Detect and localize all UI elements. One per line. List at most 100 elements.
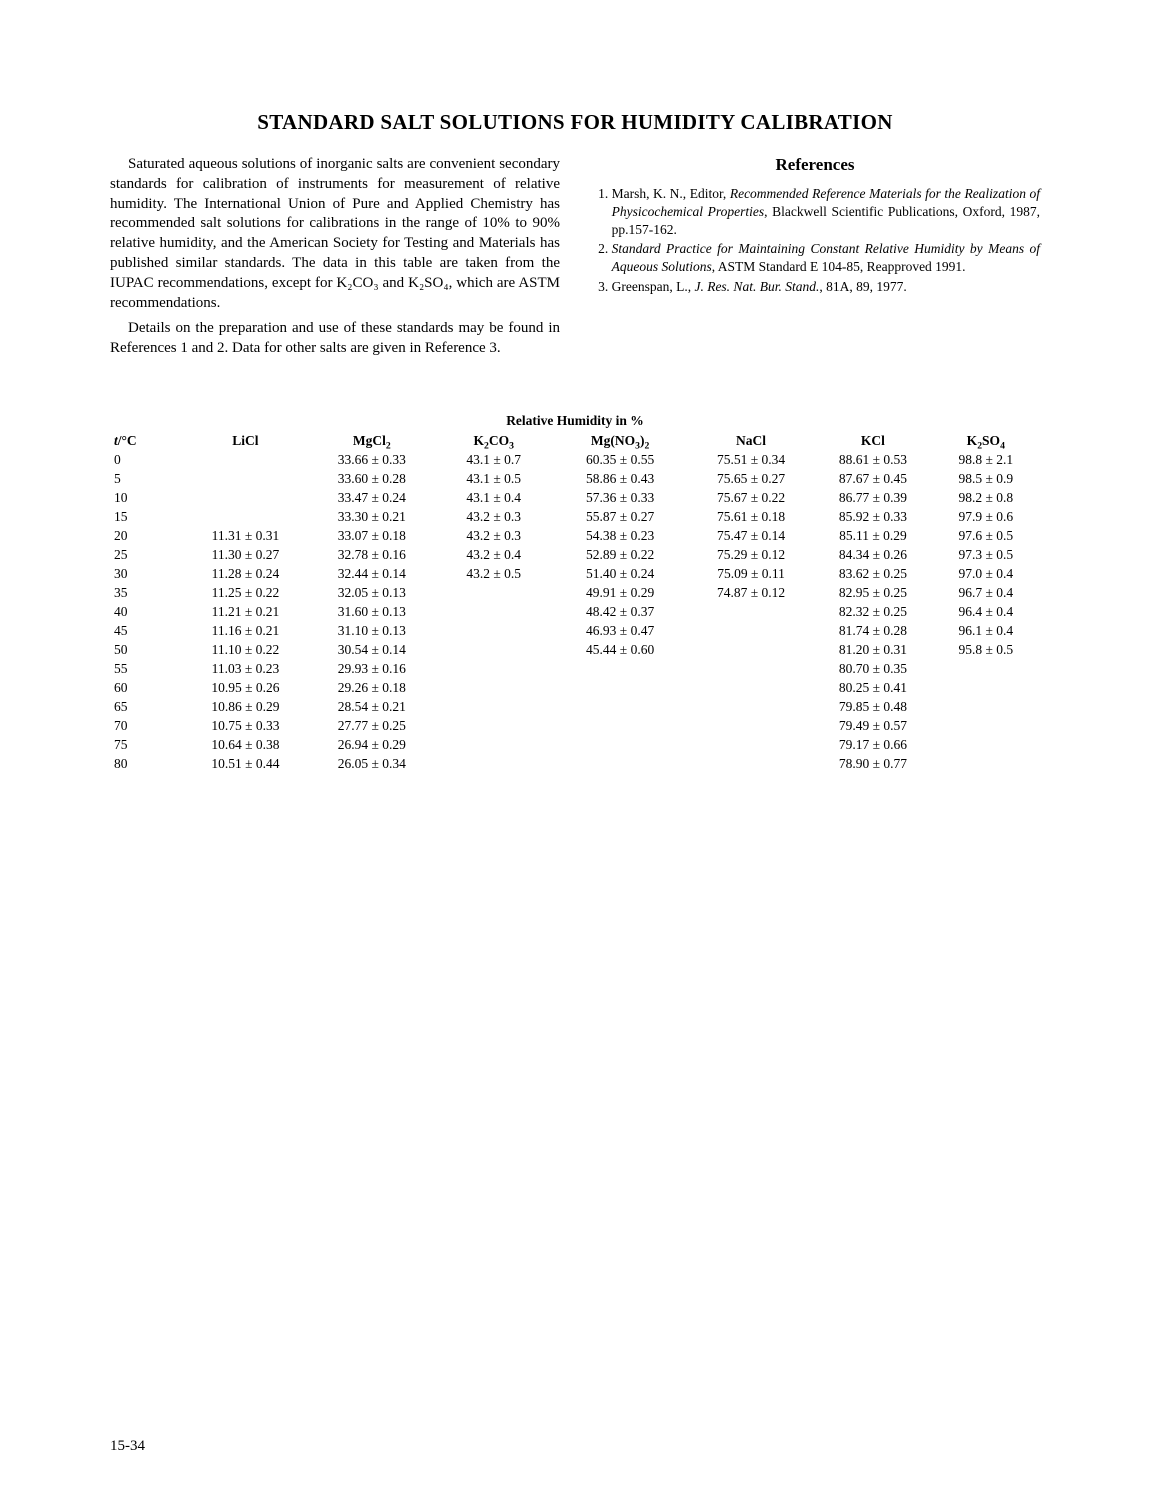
table-cell: 55 bbox=[110, 660, 182, 679]
table-row: 5511.03 ± 0.2329.93 ± 0.1680.70 ± 0.35 bbox=[110, 660, 1040, 679]
table-row: 7010.75 ± 0.3327.77 ± 0.2579.49 ± 0.57 bbox=[110, 717, 1040, 736]
table-cell bbox=[688, 698, 814, 717]
table-row: 1533.30 ± 0.2143.2 ± 0.355.87 ± 0.2775.6… bbox=[110, 508, 1040, 527]
table-cell: 32.78 ± 0.16 bbox=[309, 546, 435, 565]
table-cell: 25 bbox=[110, 546, 182, 565]
table-cell: 57.36 ± 0.33 bbox=[552, 489, 687, 508]
table-cell: 83.62 ± 0.25 bbox=[814, 565, 931, 584]
table-cell: 55.87 ± 0.27 bbox=[552, 508, 687, 527]
table-cell: 11.16 ± 0.21 bbox=[182, 622, 308, 641]
table-cell: 43.1 ± 0.5 bbox=[435, 470, 552, 489]
table-cell: 32.44 ± 0.14 bbox=[309, 565, 435, 584]
table-cell bbox=[182, 470, 308, 489]
table-cell: 79.17 ± 0.66 bbox=[814, 736, 931, 755]
table-cell: 10.64 ± 0.38 bbox=[182, 736, 308, 755]
table-cell: 79.85 ± 0.48 bbox=[814, 698, 931, 717]
table-cell: 43.2 ± 0.3 bbox=[435, 508, 552, 527]
table-cell: 75.65 ± 0.27 bbox=[688, 470, 814, 489]
table-row: 7510.64 ± 0.3826.94 ± 0.29 79.17 ± 0.66 bbox=[110, 736, 1040, 755]
table-row: 6510.86 ± 0.2928.54 ± 0.2179.85 ± 0.48 bbox=[110, 698, 1040, 717]
table-cell bbox=[435, 736, 552, 755]
table-cell: 11.30 ± 0.27 bbox=[182, 546, 308, 565]
table-cell: 46.93 ± 0.47 bbox=[552, 622, 687, 641]
table-cell bbox=[552, 736, 687, 755]
table-header-cell: t/°C bbox=[110, 431, 182, 451]
table-row: 4511.16 ± 0.2131.10 ± 0.1346.93 ± 0.4781… bbox=[110, 622, 1040, 641]
table-cell: 48.42 ± 0.37 bbox=[552, 603, 687, 622]
table-cell: 60 bbox=[110, 679, 182, 698]
table-cell: 35 bbox=[110, 584, 182, 603]
table-cell: 11.25 ± 0.22 bbox=[182, 584, 308, 603]
table-cell: 10.75 ± 0.33 bbox=[182, 717, 308, 736]
table-cell: 97.6 ± 0.5 bbox=[932, 527, 1040, 546]
table-header-row: t/°CLiClMgCl2K2CO3Mg(NO3)2NaClKClK2SO4 bbox=[110, 431, 1040, 451]
table-cell: 10 bbox=[110, 489, 182, 508]
table-cell: 85.92 ± 0.33 bbox=[814, 508, 931, 527]
table-cell: 80.25 ± 0.41 bbox=[814, 679, 931, 698]
table-cell: 54.38 ± 0.23 bbox=[552, 527, 687, 546]
table-header-cell: KCl bbox=[814, 431, 931, 451]
table-cell: 96.7 ± 0.4 bbox=[932, 584, 1040, 603]
table-header-cell: Mg(NO3)2 bbox=[552, 431, 687, 451]
table-section: Relative Humidity in % t/°CLiClMgCl2K2CO… bbox=[110, 413, 1040, 774]
table-header-cell: NaCl bbox=[688, 431, 814, 451]
table-row: 6010.95 ± 0.2629.26 ± 0.1880.25 ± 0.41 bbox=[110, 679, 1040, 698]
table-cell: 98.5 ± 0.9 bbox=[932, 470, 1040, 489]
table-cell bbox=[688, 641, 814, 660]
table-cell: 45 bbox=[110, 622, 182, 641]
table-cell bbox=[552, 755, 687, 774]
two-column-layout: Saturated aqueous solutions of inorganic… bbox=[110, 155, 1040, 365]
table-cell: 30.54 ± 0.14 bbox=[309, 641, 435, 660]
table-cell bbox=[435, 660, 552, 679]
table-cell: 10.51 ± 0.44 bbox=[182, 755, 308, 774]
table-cell bbox=[435, 698, 552, 717]
table-cell bbox=[552, 660, 687, 679]
table-cell: 5 bbox=[110, 470, 182, 489]
table-cell: 82.95 ± 0.25 bbox=[814, 584, 931, 603]
table-cell: 15 bbox=[110, 508, 182, 527]
table-cell: 33.07 ± 0.18 bbox=[309, 527, 435, 546]
table-cell: 32.05 ± 0.13 bbox=[309, 584, 435, 603]
table-cell: 40 bbox=[110, 603, 182, 622]
table-cell: 31.10 ± 0.13 bbox=[309, 622, 435, 641]
table-cell: 11.21 ± 0.21 bbox=[182, 603, 308, 622]
table-cell: 11.28 ± 0.24 bbox=[182, 565, 308, 584]
references-list: Marsh, K. N., Editor, Recommended Refere… bbox=[590, 185, 1040, 296]
table-cell bbox=[552, 698, 687, 717]
table-cell: 75.51 ± 0.34 bbox=[688, 451, 814, 470]
table-cell: 65 bbox=[110, 698, 182, 717]
table-cell: 29.93 ± 0.16 bbox=[309, 660, 435, 679]
intro-paragraph-2: Details on the preparation and use of th… bbox=[110, 319, 560, 359]
table-cell bbox=[688, 717, 814, 736]
table-cell: 78.90 ± 0.77 bbox=[814, 755, 931, 774]
table-cell: 85.11 ± 0.29 bbox=[814, 527, 931, 546]
table-cell: 26.94 ± 0.29 bbox=[309, 736, 435, 755]
table-cell: 75 bbox=[110, 736, 182, 755]
table-cell: 75.47 ± 0.14 bbox=[688, 527, 814, 546]
table-cell bbox=[182, 508, 308, 527]
table-cell bbox=[435, 679, 552, 698]
table-cell: 60.35 ± 0.55 bbox=[552, 451, 687, 470]
table-row: 8010.51 ± 0.4426.05 ± 0.3478.90 ± 0.77 bbox=[110, 755, 1040, 774]
page: STANDARD SALT SOLUTIONS FOR HUMIDITY CAL… bbox=[0, 0, 1150, 1495]
table-cell: 75.29 ± 0.12 bbox=[688, 546, 814, 565]
table-cell bbox=[552, 679, 687, 698]
right-column: References Marsh, K. N., Editor, Recomme… bbox=[590, 155, 1040, 365]
table-cell: 87.67 ± 0.45 bbox=[814, 470, 931, 489]
table-cell: 43.1 ± 0.4 bbox=[435, 489, 552, 508]
table-cell bbox=[435, 755, 552, 774]
table-cell: 33.60 ± 0.28 bbox=[309, 470, 435, 489]
table-header-cell: K2SO4 bbox=[932, 431, 1040, 451]
table-row: 3011.28 ± 0.2432.44 ± 0.1443.2 ± 0.551.4… bbox=[110, 565, 1040, 584]
table-row: 1033.47 ± 0.2443.1 ± 0.457.36 ± 0.3375.6… bbox=[110, 489, 1040, 508]
table-cell: 79.49 ± 0.57 bbox=[814, 717, 931, 736]
table-cell: 81.20 ± 0.31 bbox=[814, 641, 931, 660]
table-cell: 75.67 ± 0.22 bbox=[688, 489, 814, 508]
table-cell bbox=[435, 584, 552, 603]
table-cell bbox=[932, 679, 1040, 698]
table-cell: 30 bbox=[110, 565, 182, 584]
table-cell: 50 bbox=[110, 641, 182, 660]
table-cell: 10.95 ± 0.26 bbox=[182, 679, 308, 698]
table-cell: 49.91 ± 0.29 bbox=[552, 584, 687, 603]
table-cell: 31.60 ± 0.13 bbox=[309, 603, 435, 622]
